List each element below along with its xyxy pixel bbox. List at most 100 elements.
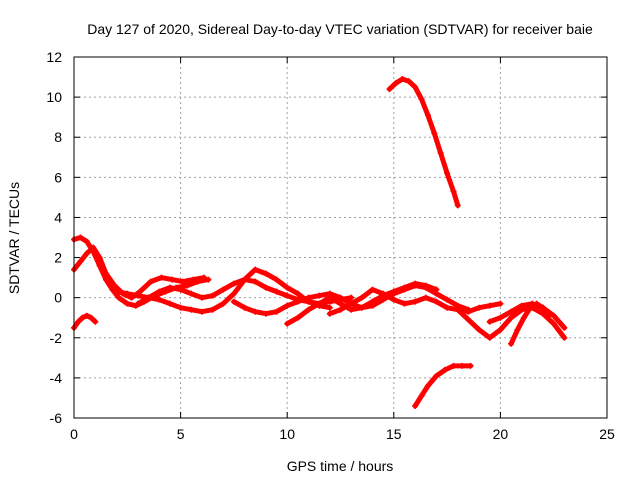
data-point (169, 276, 176, 283)
data-point (230, 280, 237, 287)
y-tick-label: -6 (50, 410, 63, 426)
data-point (465, 316, 472, 323)
data-point (115, 294, 122, 301)
data-point (190, 276, 197, 283)
data-point (230, 298, 237, 305)
data-point (83, 312, 90, 319)
series-track-3 (71, 312, 99, 331)
data-point (83, 250, 90, 257)
chart-title: Day 127 of 2020, Sidereal Day-to-day VTE… (87, 21, 593, 37)
data-point (179, 278, 186, 285)
data-point (220, 300, 227, 307)
grid (74, 57, 607, 418)
ticks: 0 5 10 15 20 25 -6 -4 -2 0 2 4 6 8 10 12 (46, 49, 615, 442)
series-track-7 (284, 280, 440, 327)
data-point (444, 170, 451, 177)
data-point (284, 320, 291, 327)
data-point (220, 286, 227, 293)
data-point (497, 300, 504, 307)
data-point (454, 202, 461, 209)
data-point (533, 300, 540, 307)
data-point (294, 290, 301, 297)
data-point (230, 290, 237, 297)
data-point (145, 294, 152, 301)
data-point (508, 308, 515, 315)
series-track-13 (508, 300, 553, 347)
data-point (454, 306, 461, 313)
data-point (476, 304, 483, 311)
data-point (405, 78, 412, 85)
plot-frame (73, 56, 608, 419)
data-point (424, 382, 431, 389)
data-point (198, 308, 205, 315)
data-point (326, 304, 333, 311)
data-point (348, 294, 355, 301)
data-point (262, 284, 269, 291)
data-point (459, 362, 466, 369)
data-point (424, 112, 431, 119)
data-point (465, 308, 472, 315)
y-tick-label: 0 (54, 290, 62, 306)
data-point (147, 278, 154, 285)
data-point (412, 280, 419, 287)
data-point (412, 298, 419, 305)
data-point (284, 292, 291, 299)
data-point (497, 314, 504, 321)
data-point (561, 324, 568, 331)
data-point (305, 294, 312, 301)
data-point (369, 298, 376, 305)
data-point (422, 294, 429, 301)
data-point (305, 306, 312, 313)
y-tick-label: -4 (50, 370, 63, 386)
data-point (399, 76, 406, 83)
data-point (437, 150, 444, 157)
data-point (241, 276, 248, 283)
data-point (262, 270, 269, 277)
data-point (183, 282, 190, 289)
data-point (124, 290, 131, 297)
data-point (79, 314, 86, 321)
data-point (337, 294, 344, 301)
data-point (520, 314, 527, 321)
data-point (90, 244, 97, 251)
series-track-line (487, 301, 567, 331)
x-tick-label: 15 (386, 426, 402, 442)
y-tick-label: 4 (54, 209, 62, 225)
data-point (284, 302, 291, 309)
data-point (109, 286, 116, 293)
data-point (386, 86, 393, 93)
data-point (252, 308, 259, 315)
data-point (252, 278, 259, 285)
data-point (88, 314, 95, 321)
data-point (316, 292, 323, 299)
data-point (316, 300, 323, 307)
data-point (75, 318, 82, 325)
data-point (450, 188, 457, 195)
data-point (83, 238, 90, 245)
data-point (156, 288, 163, 295)
data-point (401, 284, 408, 291)
x-axis-label: GPS time / hours (287, 458, 394, 474)
data-point (508, 340, 515, 347)
x-tick-label: 20 (493, 426, 509, 442)
data-point (412, 84, 419, 91)
data-point (444, 304, 451, 311)
data-point (262, 310, 269, 317)
data-point (188, 306, 195, 313)
data-point (550, 320, 557, 327)
y-tick-label: 6 (54, 169, 62, 185)
data-point (177, 286, 184, 293)
data-point (134, 292, 141, 299)
data-point (294, 314, 301, 321)
data-point (111, 282, 118, 289)
data-point (476, 326, 483, 333)
data-point (188, 290, 195, 297)
data-point (348, 300, 355, 307)
series-track-8 (326, 286, 504, 317)
series-layer (71, 76, 568, 409)
data-point (433, 298, 440, 305)
data-point (418, 96, 425, 103)
data-point (540, 304, 547, 311)
data-point (273, 288, 280, 295)
